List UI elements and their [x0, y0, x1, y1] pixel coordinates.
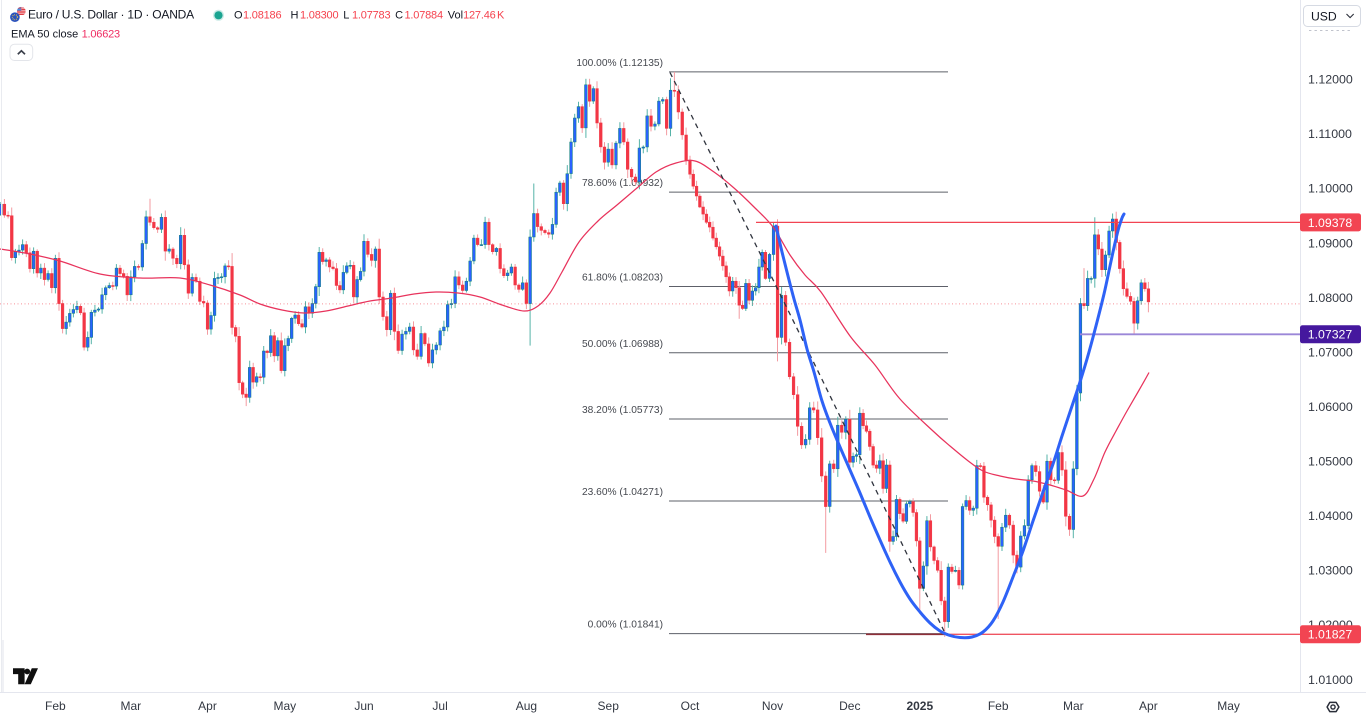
svg-text:1.07327: 1.07327: [1308, 328, 1353, 342]
svg-text:1.11000: 1.11000: [1308, 127, 1352, 141]
svg-text:Aug: Aug: [516, 699, 537, 713]
svg-text:1.08186: 1.08186: [243, 9, 281, 21]
svg-text:Apr: Apr: [1139, 699, 1158, 713]
svg-text:Jul: Jul: [432, 699, 447, 713]
svg-text:Sep: Sep: [598, 699, 620, 713]
svg-text:1.07884: 1.07884: [405, 9, 443, 21]
svg-text:1.08300: 1.08300: [300, 9, 338, 21]
svg-text:Vol: Vol: [448, 9, 463, 21]
svg-text:1.08000: 1.08000: [1308, 291, 1353, 305]
svg-text:1.10000: 1.10000: [1308, 182, 1353, 196]
svg-text:1.04000: 1.04000: [1308, 509, 1353, 523]
svg-text:Dec: Dec: [839, 699, 860, 713]
svg-text:1.06623: 1.06623: [82, 28, 120, 40]
svg-text:Mar: Mar: [1063, 699, 1084, 713]
svg-text:2025: 2025: [906, 699, 933, 713]
svg-text:L: L: [343, 9, 349, 21]
svg-text:1.03000: 1.03000: [1308, 564, 1353, 578]
svg-text:Apr: Apr: [198, 699, 217, 713]
svg-text:Feb: Feb: [988, 699, 1009, 713]
svg-text:C: C: [395, 9, 403, 21]
svg-text:1.07783: 1.07783: [352, 9, 390, 21]
svg-text:1.09378: 1.09378: [1308, 216, 1353, 230]
svg-text:Euro / U.S. Dollar · 1D · OAND: Euro / U.S. Dollar · 1D · OANDA: [28, 7, 194, 21]
svg-text:23.60% (1.04271): 23.60% (1.04271): [582, 487, 663, 498]
svg-text:USD: USD: [1311, 9, 1337, 23]
svg-text:Nov: Nov: [762, 699, 783, 713]
svg-text:Feb: Feb: [45, 699, 66, 713]
svg-text:1.01000: 1.01000: [1308, 673, 1353, 687]
svg-text:38.20% (1.05773): 38.20% (1.05773): [582, 405, 663, 416]
svg-text:O: O: [234, 9, 243, 21]
svg-text:May: May: [1217, 699, 1240, 713]
svg-text:1.09000: 1.09000: [1308, 236, 1353, 250]
svg-text:61.80% (1.08203): 61.80% (1.08203): [582, 273, 663, 284]
svg-text:H: H: [291, 9, 299, 21]
svg-text:100.00% (1.12135): 100.00% (1.12135): [576, 58, 663, 69]
svg-text:1.06000: 1.06000: [1308, 400, 1353, 414]
svg-text:50.00% (1.06988): 50.00% (1.06988): [582, 339, 663, 350]
svg-text:127.46: 127.46: [463, 9, 496, 21]
svg-text:1.01827: 1.01827: [1308, 628, 1353, 642]
svg-text:0.00% (1.01841): 0.00% (1.01841): [588, 620, 663, 631]
svg-text:Oct: Oct: [681, 699, 700, 713]
svg-text:78.60% (1.09932): 78.60% (1.09932): [582, 178, 663, 189]
svg-text:1.12000: 1.12000: [1308, 73, 1353, 87]
svg-text:K: K: [497, 9, 505, 21]
svg-text:1.05000: 1.05000: [1308, 455, 1353, 469]
svg-text:Mar: Mar: [120, 699, 141, 713]
svg-text:Jun: Jun: [354, 699, 373, 713]
svg-text:EMA 50 close: EMA 50 close: [11, 28, 78, 40]
svg-text:May: May: [273, 699, 296, 713]
svg-text:1.07000: 1.07000: [1308, 345, 1353, 359]
